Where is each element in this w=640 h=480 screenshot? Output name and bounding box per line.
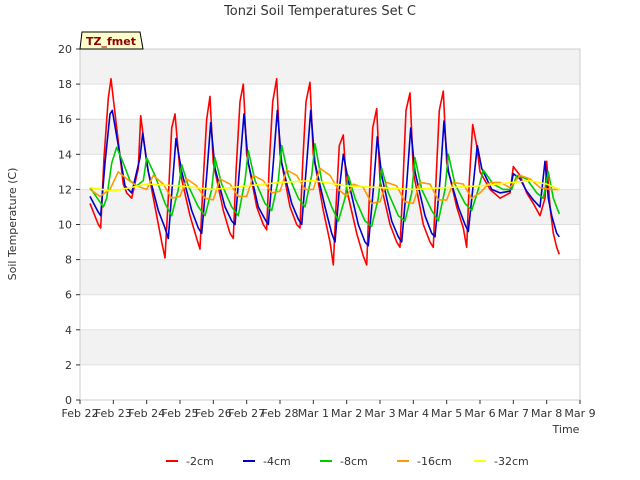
badge-box (79, 31, 144, 50)
y-tick-label: 8 (65, 254, 72, 267)
chart-title: Tonzi Soil Temperatures Set C (223, 4, 416, 19)
series-line--8cm (89, 143, 561, 228)
x-tick-label: Mar 5 (431, 407, 462, 420)
x-tick-label: Feb 26 (195, 407, 232, 420)
badge-label: TZ_fmet (86, 35, 136, 48)
x-tick-label: Mar 7 (498, 407, 529, 420)
x-tick-label: Mar 6 (464, 407, 495, 420)
series-line--4cm (89, 109, 560, 247)
y-tick-label: 20 (58, 43, 72, 56)
legend-label: -16cm (417, 455, 452, 468)
y-axis: 0 2 4 6 8 10 12 14 16 18 20 (58, 43, 80, 407)
series-line--2cm (89, 78, 561, 266)
x-tick-label: Feb 23 (95, 407, 132, 420)
legend-label: -32cm (494, 455, 529, 468)
y-tick-label: 18 (58, 78, 72, 91)
chart-badge: TZ_fmet (79, 31, 144, 50)
x-axis-label: Time (552, 423, 580, 436)
x-tick-label: Feb 27 (228, 407, 265, 420)
y-tick-label: 4 (65, 324, 72, 337)
x-tick-label: Feb 28 (262, 407, 299, 420)
y-tick-label: 2 (65, 359, 72, 372)
legend: -2cm -4cm -8cm -16cm -32cm (166, 455, 529, 468)
grid-band (80, 49, 580, 85)
legend-label: -4cm (263, 455, 291, 468)
x-tick-label: Mar 3 (364, 407, 395, 420)
legend-label: -2cm (186, 455, 214, 468)
legend-label: -8cm (340, 455, 368, 468)
x-tick-label: Feb 25 (162, 407, 199, 420)
series-line--16cm (89, 167, 560, 205)
grid-band (80, 259, 580, 295)
x-tick-label: Feb 24 (128, 407, 165, 420)
y-tick-label: 10 (58, 219, 72, 232)
y-tick-label: 6 (65, 289, 72, 302)
y-tick-label: 16 (58, 113, 72, 126)
y-tick-label: 14 (58, 148, 72, 161)
x-tick-label: Mar 2 (331, 407, 362, 420)
series-line--32cm (89, 179, 560, 192)
x-tick-label: Feb 22 (62, 407, 99, 420)
y-tick-label: 0 (65, 394, 72, 407)
x-tick-label: Mar 9 (564, 407, 595, 420)
x-tick-label: Mar 8 (531, 407, 562, 420)
y-tick-label: 12 (58, 183, 72, 196)
series-layer (89, 78, 561, 266)
x-tick-label: Mar 4 (398, 407, 429, 420)
grid-band (80, 329, 580, 365)
grid-band (80, 119, 580, 155)
y-axis-label: Soil Temperature (C) (6, 168, 19, 281)
x-tick-label: Mar 1 (298, 407, 329, 420)
